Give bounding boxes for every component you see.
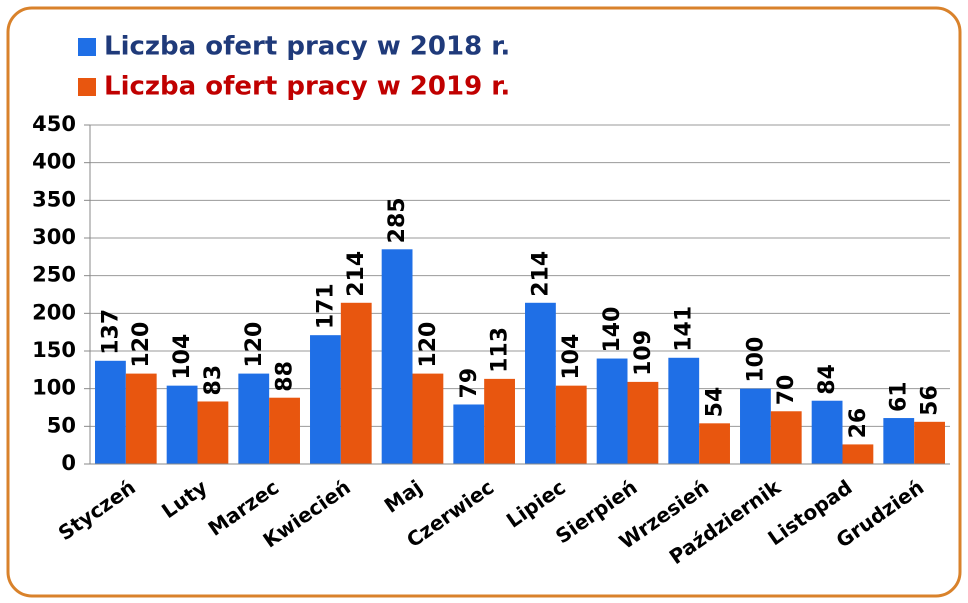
- bar: [596, 358, 628, 464]
- bar: [699, 423, 730, 464]
- bar: [914, 421, 945, 464]
- y-tick-label: 350: [32, 187, 76, 211]
- y-tick-label: 300: [32, 225, 76, 249]
- y-tick-label: 50: [47, 413, 76, 437]
- value-label: 56: [918, 385, 943, 416]
- y-tick-label: 450: [32, 112, 76, 136]
- bar: [340, 302, 372, 464]
- y-tick-label: 200: [32, 300, 76, 324]
- bar: [197, 401, 229, 464]
- legend-label: Liczba ofert pracy w 2018 r.: [104, 32, 510, 62]
- bar: [269, 397, 300, 464]
- value-label: 84: [815, 364, 840, 395]
- legend-swatch: [78, 38, 96, 56]
- bar: [166, 385, 198, 464]
- value-label: 137: [98, 309, 123, 355]
- value-label: 104: [170, 334, 195, 380]
- value-label: 100: [743, 337, 768, 383]
- bar: [238, 373, 270, 464]
- bar: [95, 360, 126, 464]
- bar: [484, 378, 515, 464]
- bar: [842, 444, 874, 464]
- value-label: 88: [273, 361, 298, 392]
- bar: [412, 373, 444, 464]
- value-label: 120: [416, 322, 441, 368]
- y-tick-label: 100: [32, 376, 76, 400]
- bar: [811, 400, 843, 464]
- value-label: 83: [201, 365, 226, 396]
- value-label: 214: [344, 251, 369, 297]
- bar: [453, 404, 485, 464]
- y-tick-label: 150: [32, 338, 76, 362]
- value-label: 70: [774, 375, 799, 406]
- bar: [668, 357, 700, 464]
- value-label: 140: [600, 307, 625, 353]
- y-tick-label: 250: [32, 263, 76, 287]
- value-label: 171: [313, 283, 338, 329]
- legend-label: Liczba ofert pracy w 2019 r.: [104, 72, 510, 102]
- value-label: 214: [528, 251, 553, 297]
- value-label: 104: [559, 334, 584, 380]
- bar: [740, 388, 771, 464]
- y-tick-label: 0: [61, 451, 76, 475]
- value-label: 109: [631, 330, 656, 376]
- bar: [555, 385, 587, 464]
- value-label: 61: [887, 381, 912, 412]
- bar: [627, 381, 659, 464]
- value-label: 285: [385, 197, 410, 243]
- value-label: 120: [129, 322, 154, 368]
- y-tick-label: 400: [32, 150, 76, 174]
- value-label: 113: [488, 327, 513, 373]
- value-label: 54: [703, 387, 728, 418]
- bar: [381, 249, 413, 464]
- value-label: 26: [846, 408, 871, 439]
- value-label: 79: [457, 368, 482, 399]
- bar: [883, 418, 915, 464]
- value-label: 141: [672, 306, 697, 352]
- bar: [125, 373, 157, 464]
- bar: [525, 302, 556, 464]
- bar: [310, 335, 341, 464]
- bar: [770, 411, 802, 464]
- legend-swatch: [78, 78, 96, 96]
- value-label: 120: [242, 322, 267, 368]
